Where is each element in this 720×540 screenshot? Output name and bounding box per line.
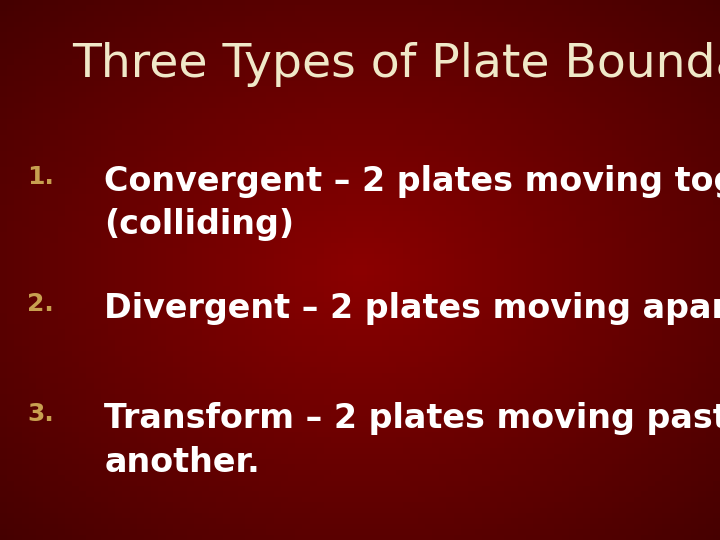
Text: 1.: 1.	[27, 165, 54, 188]
Text: Convergent – 2 plates moving together: Convergent – 2 plates moving together	[104, 165, 720, 198]
Text: 2.: 2.	[27, 292, 54, 315]
Text: Divergent – 2 plates moving apart: Divergent – 2 plates moving apart	[104, 292, 720, 325]
Text: Three Types of Plate Boundaries: Three Types of Plate Boundaries	[72, 42, 720, 87]
Text: 3.: 3.	[27, 402, 54, 426]
Text: another.: another.	[104, 446, 260, 478]
Text: Transform – 2 plates moving past one: Transform – 2 plates moving past one	[104, 402, 720, 435]
Text: (colliding): (colliding)	[104, 208, 294, 241]
